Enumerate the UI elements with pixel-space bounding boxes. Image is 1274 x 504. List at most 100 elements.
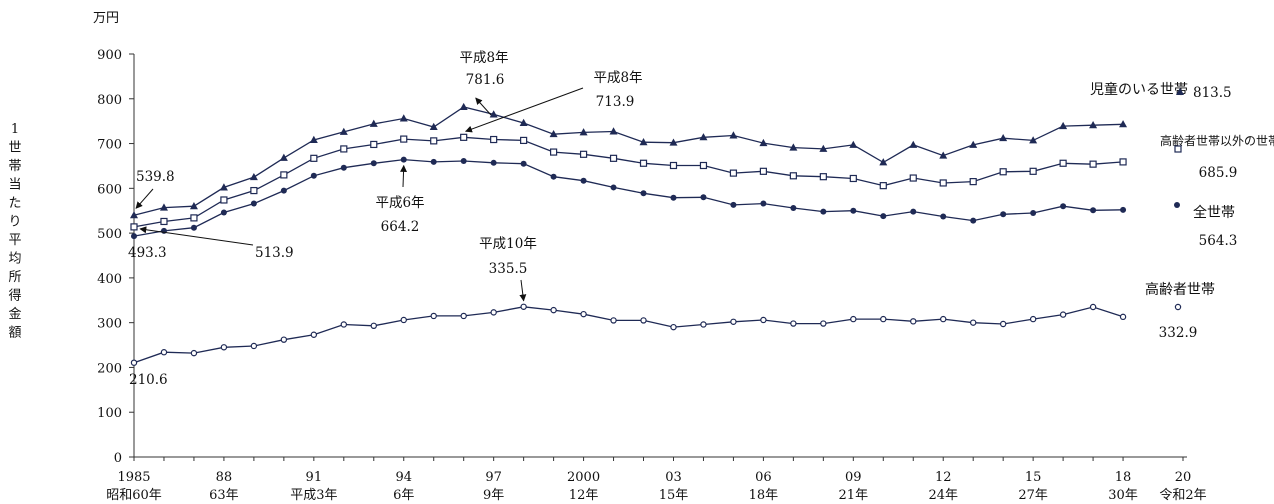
y-tick-labels: 0 100 200 300 400 500 600 700 800 900 [97, 48, 134, 466]
data-point-triangle [699, 133, 708, 141]
annotation-label: 210.6 [129, 372, 168, 388]
data-point-square [280, 171, 288, 179]
x-tick-label-bottom: 24年 [928, 488, 958, 503]
data-point-circle [1059, 311, 1067, 318]
data-point-square [939, 179, 947, 187]
data-point-triangle [579, 128, 588, 136]
data-point-circle [160, 349, 168, 356]
data-point-dot [970, 217, 977, 224]
data-point-triangle [369, 119, 378, 127]
data-point-triangle [339, 127, 348, 135]
data-point-circle [520, 303, 527, 310]
data-point-triangle [219, 183, 228, 191]
data-point-square [190, 214, 198, 222]
data-point-square [639, 159, 648, 167]
data-point-dot [430, 158, 437, 165]
x-tick-label-top: 97 [485, 470, 502, 485]
data-point-dot [700, 194, 707, 201]
annotation-arrow [465, 87, 584, 133]
x-tick-label-bottom: 27年 [1018, 488, 1048, 503]
data-point-triangle [519, 118, 528, 126]
data-point-triangle [609, 127, 618, 135]
x-tick-label-top: 2000 [567, 470, 600, 485]
data-point-square [759, 167, 768, 175]
data-point-circle [730, 318, 737, 325]
data-point-dot [820, 208, 827, 215]
data-point-dot [790, 205, 797, 212]
data-point-dot [1060, 203, 1067, 210]
data-point-square [490, 135, 498, 144]
x-tick-label-top: 20 [1175, 470, 1192, 485]
y-tick-label: 700 [97, 138, 122, 153]
data-point-circle [220, 344, 228, 351]
data-point-triangle [939, 151, 948, 159]
data-point-square [789, 172, 797, 180]
data-point-triangle [969, 140, 978, 148]
x-tick-label-bottom: 9年 [483, 488, 504, 503]
legend-label: 高齢者世帯 [1145, 281, 1215, 298]
data-point-dot [910, 208, 917, 215]
data-point-circle [670, 323, 677, 331]
x-tick-label-bottom: 12年 [569, 488, 599, 503]
data-point-square [879, 182, 887, 190]
data-point-circle [820, 320, 827, 327]
y-tick-label: 300 [97, 317, 122, 332]
annotation-label: 335.5 [489, 261, 528, 277]
data-point-triangle [489, 110, 498, 118]
annotation-arrow [400, 164, 408, 188]
data-point-circle [190, 349, 198, 357]
data-point-circle [490, 309, 497, 316]
data-point-circle [999, 320, 1007, 328]
data-point-square [430, 137, 438, 145]
axes [133, 54, 1187, 458]
data-point-dot [610, 184, 617, 191]
x-tick-label-top: 88 [216, 470, 233, 485]
x-tick-label-top: 09 [845, 470, 862, 485]
x-tick-label-top: 03 [665, 470, 682, 485]
x-tick-label-top: 06 [755, 470, 772, 485]
data-point-dot [940, 213, 947, 220]
y-tick-label: 0 [114, 451, 122, 466]
data-point-triangle [879, 158, 888, 166]
data-point-triangle [309, 135, 318, 143]
data-point-dot [1120, 206, 1127, 213]
data-point-circle [400, 316, 407, 324]
data-point-dot [190, 224, 197, 231]
data-point-triangle [909, 140, 918, 148]
y-tick-label: 200 [97, 361, 122, 376]
data-point-circle [760, 316, 767, 324]
data-point-square [669, 161, 678, 170]
x-tick-label-top: 18 [1115, 470, 1132, 485]
data-point-circle [460, 312, 467, 320]
x-tick-label-bottom: 18年 [749, 488, 779, 503]
data-point-circle [1089, 303, 1097, 311]
data-point-dot [520, 160, 527, 167]
annotation-label: 493.3 [128, 245, 167, 261]
legend-marker-dot [1174, 202, 1180, 208]
x-tick-label-top: 1985 [117, 470, 150, 485]
data-point-circle [130, 359, 138, 366]
data-point-triangle [759, 138, 768, 147]
data-point-square [400, 135, 408, 143]
data-point-circle [430, 312, 437, 320]
legend: 児童のいる世帯 813.5 高齢者世帯以外の世帯 685.9 全世帯 564.3 高齢者世帯… [1090, 81, 1274, 341]
data-point-triangle [999, 133, 1008, 142]
annotations: 539.8 493.3 513.9 平成6年 664.2 平成8年 781.6 平成8年 713… [128, 50, 643, 388]
data-point-circle [940, 315, 947, 323]
data-point-dot [280, 187, 287, 194]
annotation-arrow [519, 279, 527, 302]
data-point-triangle [399, 114, 408, 122]
data-point-dot [460, 158, 467, 165]
x-tick-label-top: 12 [935, 470, 952, 485]
series-line-dot [133, 158, 1124, 237]
data-point-circle [700, 321, 707, 328]
x-tick-label-top: 15 [1025, 470, 1042, 485]
data-point-circle [370, 322, 377, 330]
data-point-triangle [639, 138, 648, 146]
data-point-triangle [549, 129, 558, 138]
data-point-circle [280, 336, 288, 343]
data-point-triangle [459, 102, 468, 111]
legend-label: 高齢者世帯以外の世帯 [1160, 133, 1274, 148]
data-point-triangle [819, 144, 828, 152]
